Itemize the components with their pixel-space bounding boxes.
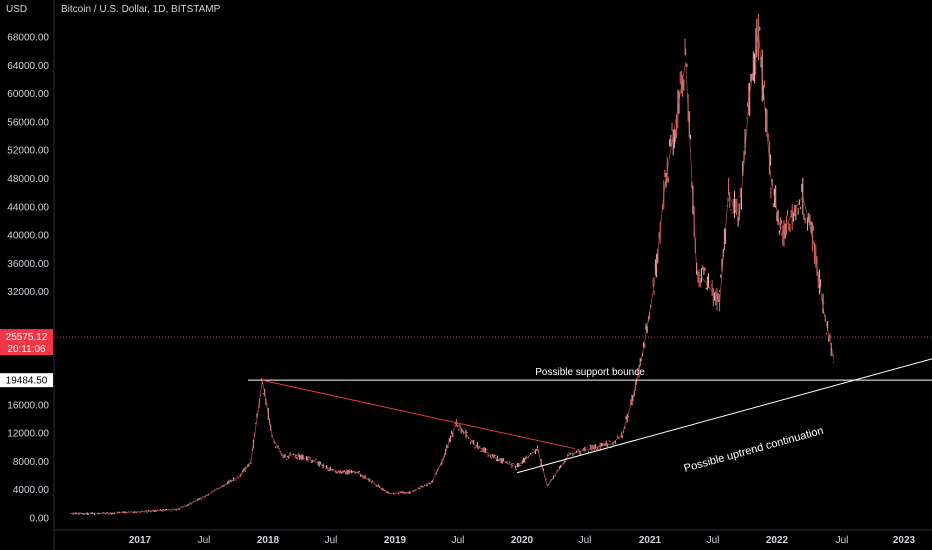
x-tick-label: Jul — [325, 535, 338, 546]
support-bounce-annotation: Possible support bounce — [535, 367, 645, 378]
x-tick-label: 2017 — [129, 535, 152, 546]
current-price-value: 25575.12 — [6, 332, 48, 343]
x-tick-label: Jul — [198, 535, 211, 546]
price-line — [70, 33, 835, 515]
x-tick-label: 2022 — [766, 535, 789, 546]
price-series — [70, 13, 835, 516]
x-tick-label: 2021 — [639, 535, 662, 546]
y-tick-label: 8000.00 — [13, 457, 50, 468]
y-tick-label: 32000.00 — [7, 287, 49, 298]
y-tick-label: 4000.00 — [13, 485, 50, 496]
descending-trendline[interactable] — [261, 379, 576, 450]
y-tick-label: 0.00 — [30, 514, 50, 525]
price-unit-label: USD — [6, 4, 28, 15]
current-price-tag — [0, 329, 53, 356]
y-tick-label: 52000.00 — [7, 146, 49, 157]
y-tick-label: 36000.00 — [7, 259, 49, 270]
y-tick-label: 56000.00 — [7, 117, 49, 128]
y-tick-label: 60000.00 — [7, 89, 49, 100]
y-tick-label: 64000.00 — [7, 61, 49, 72]
y-tick-label: 16000.00 — [7, 400, 49, 411]
x-tick-label: 2019 — [384, 535, 407, 546]
x-tick-label: Jul — [579, 535, 592, 546]
x-tick-label: Jul — [836, 535, 849, 546]
x-tick-label: Jul — [707, 535, 720, 546]
x-tick-label: Jul — [452, 535, 465, 546]
x-axis-ticks: 2017 Jul 2018 Jul 2019 Jul 2020 Jul 2021 Jul 2022 J… — [129, 535, 916, 546]
x-tick-label: 2023 — [893, 535, 916, 546]
uptrend-line[interactable] — [516, 358, 932, 474]
bar-countdown: 20:11:06 — [7, 344, 46, 355]
x-tick-label: 2018 — [257, 535, 280, 546]
y-tick-label: 40000.00 — [7, 231, 49, 242]
chart-title: Bitcoin / U.S. Dollar, 1D, BITSTAMP — [61, 4, 221, 15]
y-axis-ticks: 0.00 4000.00 8000.00 12000.00 16000.00 32000.… — [7, 33, 49, 525]
y-tick-label: 48000.00 — [7, 174, 49, 185]
y-tick-label: 68000.00 — [7, 33, 49, 44]
x-tick-label: 2020 — [511, 535, 534, 546]
level-price-value: 19484.50 — [6, 376, 48, 387]
level-price-tag — [0, 373, 53, 388]
y-tick-label: 12000.00 — [7, 429, 49, 440]
y-tick-label: 44000.00 — [7, 202, 49, 213]
